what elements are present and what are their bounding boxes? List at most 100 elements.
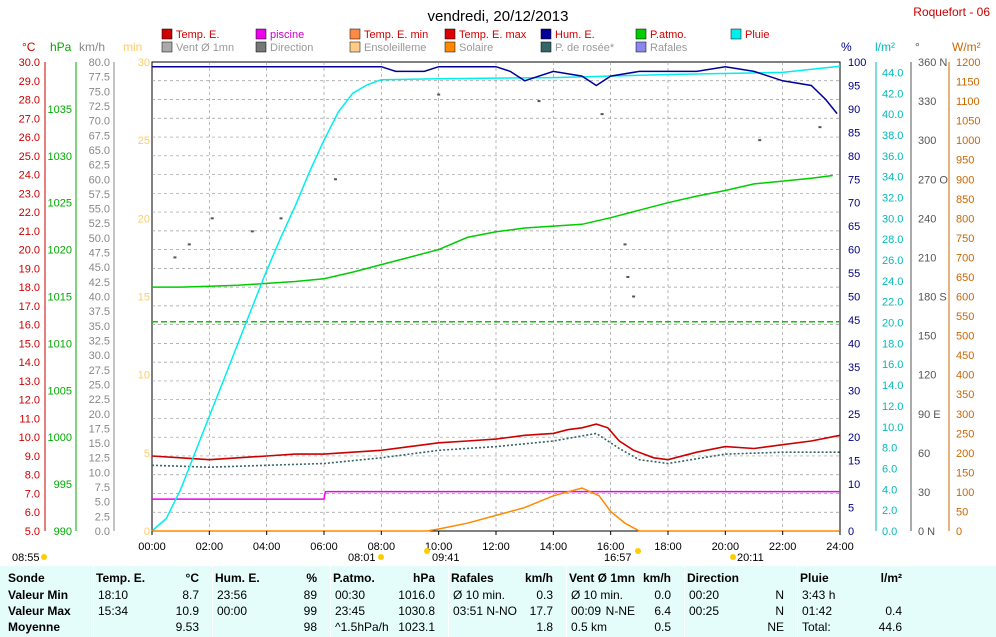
pressure_hpa-tick: 1035 (48, 104, 72, 116)
rain_lm2-tick: 26.0 (882, 255, 903, 267)
summary-cell-a: 0.5 km (571, 620, 608, 634)
wind_kmh-tick: 12.5 (89, 453, 110, 465)
humidity_pct-tick: 50 (848, 292, 860, 304)
solar_wm2-tick: 900 (956, 174, 974, 186)
solar-unit: W/m² (952, 40, 981, 54)
legend-swatch (540, 41, 552, 53)
direction-point (333, 178, 337, 181)
direction-point (818, 126, 822, 129)
series-layer (151, 65, 841, 532)
solar_wm2-tick: 500 (956, 331, 974, 343)
solar_wm2-tick: 150 (956, 467, 974, 479)
humidity_pct-tick: 85 (848, 127, 860, 139)
legend-label: Temp. E. (176, 29, 219, 41)
sun-start-time: 09:41 (432, 552, 460, 564)
sunrise-time: 08:01 (348, 552, 376, 564)
solar_wm2-tick: 650 (956, 272, 974, 284)
summary-cell-value: 9.53 (175, 620, 199, 634)
summary-header: P.atmo. (333, 571, 375, 585)
legend: Temp. E. piscine Temp. E. min Temp. E. max H… (161, 28, 769, 54)
wind_kmh-tick: 72.5 (89, 101, 110, 113)
rain_lm2-tick: 2.0 (882, 505, 897, 517)
pressure_hpa-tick: 1030 (48, 151, 72, 163)
wind_kmh-tick: 10.0 (89, 467, 110, 479)
humidity_pct-tick: 45 (848, 315, 860, 327)
summary-cell-a: Total: (802, 620, 831, 634)
summary-cell-b: N-NO (486, 604, 517, 618)
temp_c-tick: 26.0 (19, 132, 40, 144)
wind_kmh-tick: 67.5 (89, 130, 110, 142)
temp_c-tick: 7.0 (25, 488, 40, 500)
x-tick-label: 00:00 (138, 541, 166, 553)
pressure_hpa-tick: 1020 (48, 245, 72, 257)
solar_wm2-tick: 1050 (956, 116, 980, 128)
sunshine_min-tick: 30 (138, 57, 150, 69)
summary-cell-value: 0.0 (654, 588, 671, 602)
rain_lm2-tick: 16.0 (882, 359, 903, 371)
summary-cell-value: 44.6 (878, 620, 902, 634)
legend-swatch (635, 28, 647, 40)
solar_wm2-tick: 950 (956, 155, 974, 167)
wind_kmh-tick: 35.0 (89, 321, 110, 333)
solar_wm2-tick: 550 (956, 311, 974, 323)
x-tick-label: 14:00 (540, 541, 568, 553)
direction-point (623, 243, 627, 246)
legend-swatch (635, 41, 647, 53)
legend-swatch (444, 41, 456, 53)
humidity_pct-tick: 60 (848, 245, 860, 257)
solar_wm2-tick: 50 (956, 506, 968, 518)
x-tick-label: 02:00 (196, 541, 224, 553)
humidity_pct-tick: 5 (848, 503, 854, 515)
direction-point (173, 256, 177, 259)
x-tick-label: 06:00 (310, 541, 338, 553)
solar_wm2-tick: 350 (956, 389, 974, 401)
wind_kmh-tick: 57.5 (89, 189, 110, 201)
legend-label: Rafales (650, 42, 688, 54)
legend-swatch (444, 28, 456, 40)
summary-unit: % (306, 571, 317, 585)
temp_c-tick: 16.0 (19, 320, 40, 332)
rain_lm2-tick: 0.0 (882, 526, 897, 538)
legend-swatch (255, 28, 267, 40)
temp_c-tick: 15.0 (19, 338, 40, 350)
summary-cell-value: 99 (303, 604, 317, 618)
summary-cell-a: 15:34 (98, 604, 129, 618)
direction-tick: 0 N (918, 526, 935, 538)
summary-cell-a: 23:45 (335, 604, 366, 618)
direction-point (626, 275, 630, 278)
direction-point (632, 295, 636, 298)
weather-chart: vendredi, 20/12/2013 Roquefort - 06 Temp… (12, 5, 990, 564)
grid (152, 62, 840, 531)
solar_wm2-tick: 750 (956, 233, 974, 245)
direction-tick: 330 (918, 96, 936, 108)
temp_c-tick: 29.0 (19, 76, 40, 88)
summary-col-sonde: Sonde Valeur Min Valeur Max Moyenne (6, 566, 86, 637)
summary-unit: l/m² (880, 571, 902, 585)
series-piscine (152, 490, 840, 500)
temp_c-tick: 13.0 (19, 376, 40, 388)
sun-unit: min (123, 40, 142, 54)
summary-header: Temp. E. (96, 571, 146, 585)
temp_c-tick: 30.0 (19, 57, 40, 69)
direction-tick: 180 S (918, 292, 947, 304)
summary-cell-value: 1016.0 (398, 588, 435, 602)
summary-cell-a: 03:51 (453, 604, 484, 618)
summary-cell-value: 6.4 (654, 604, 671, 618)
temp_c-tick: 12.0 (19, 395, 40, 407)
temp_c-tick: 17.0 (19, 301, 40, 313)
humidity_pct-tick: 100 (848, 57, 866, 69)
solar_wm2-tick: 600 (956, 292, 974, 304)
sun-marker-icon (730, 554, 736, 560)
rain_lm2-tick: 28.0 (882, 234, 903, 246)
solar_wm2-tick: 450 (956, 350, 974, 362)
temp_c-tick: 23.0 (19, 188, 40, 200)
rain_lm2-tick: 34.0 (882, 172, 903, 184)
summary-cell-value: 1.8 (536, 620, 553, 634)
direction-tick: 120 (918, 370, 936, 382)
time-markers: 08:55 08:01 09:41 16:57 20:11 (12, 548, 764, 564)
legend-label: Ensoleilleme (364, 42, 426, 54)
summary-col-temp: Temp. E. °C 18:10 8.7 15:34 10.9 9.53 (93, 566, 207, 637)
wind_kmh-tick: 27.5 (89, 365, 110, 377)
humidity_pct-tick: 20 (848, 432, 860, 444)
wind_kmh-tick: 30.0 (89, 350, 110, 362)
